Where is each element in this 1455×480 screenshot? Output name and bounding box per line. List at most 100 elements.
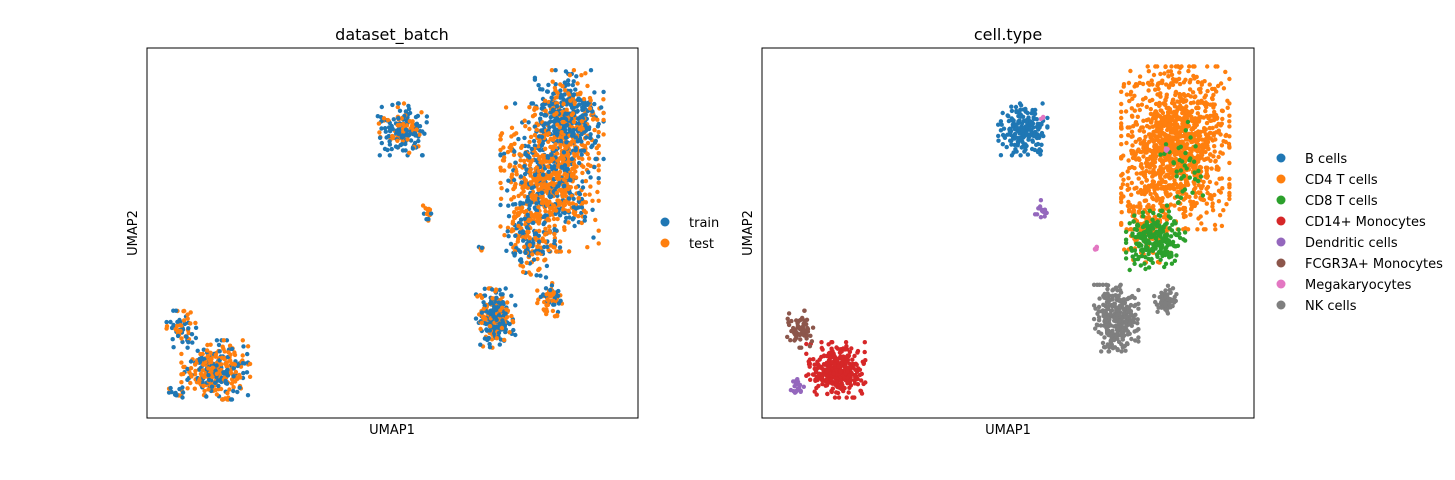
scatter-point xyxy=(1227,145,1232,150)
scatter-point xyxy=(198,358,203,364)
scatter-point xyxy=(1097,282,1102,287)
scatter-point xyxy=(534,127,539,132)
scatter-point xyxy=(515,211,521,216)
scatter-point xyxy=(1198,100,1203,105)
scatter-point xyxy=(540,153,545,158)
scatter-point xyxy=(548,287,553,293)
scatter-point xyxy=(580,156,585,162)
scatter-point xyxy=(1025,110,1030,116)
scatter-point xyxy=(535,300,540,306)
scatter-point xyxy=(1175,194,1180,199)
scatter-point xyxy=(557,213,563,218)
scatter-point xyxy=(601,117,606,123)
scatter-point xyxy=(1110,293,1115,298)
scatter-point xyxy=(558,88,563,93)
scatter-point xyxy=(1200,193,1206,198)
scatter-point xyxy=(498,196,504,201)
scatter-point xyxy=(496,330,502,336)
scatter-point xyxy=(1143,255,1148,260)
x-axis-label: UMAP1 xyxy=(985,423,1031,438)
scatter-point xyxy=(1122,297,1127,302)
scatter-point xyxy=(582,214,588,220)
scatter-point xyxy=(1028,119,1033,124)
scatter-point xyxy=(1182,238,1188,243)
scatter-point xyxy=(504,307,509,312)
scatter-point xyxy=(232,350,237,355)
scatter-point xyxy=(1114,312,1120,317)
scatter-point xyxy=(1102,314,1108,319)
legend-marker xyxy=(1276,174,1286,184)
scatter-point xyxy=(552,245,557,250)
scatter-point xyxy=(189,332,195,337)
scatter-point xyxy=(1172,203,1177,208)
scatter-point xyxy=(567,73,573,78)
scatter-point xyxy=(214,363,219,368)
scatter-point xyxy=(1019,136,1024,142)
scatter-point xyxy=(181,318,187,323)
scatter-point xyxy=(526,120,531,125)
scatter-point xyxy=(571,196,576,201)
scatter-point xyxy=(1105,291,1110,296)
scatter-point xyxy=(1155,309,1160,314)
scatter-point xyxy=(1218,190,1224,195)
scatter-point xyxy=(181,364,186,370)
scatter-point xyxy=(546,82,551,88)
scatter-point xyxy=(185,366,190,372)
scatter-point xyxy=(562,171,567,176)
scatter-point xyxy=(1189,139,1194,145)
scatter-point xyxy=(414,122,419,127)
scatter-point xyxy=(1149,78,1154,83)
scatter-point xyxy=(475,294,480,299)
scatter-point xyxy=(525,229,530,234)
scatter-point xyxy=(1198,165,1204,170)
scatter-point xyxy=(522,244,527,250)
scatter-point xyxy=(577,137,582,142)
scatter-point xyxy=(544,89,550,94)
scatter-point xyxy=(551,216,557,222)
scatter-point xyxy=(184,334,189,340)
scatter-point xyxy=(377,135,383,140)
scatter-point xyxy=(1169,261,1175,266)
scatter-point xyxy=(543,98,548,104)
scatter-point xyxy=(594,156,599,162)
scatter-point xyxy=(1189,127,1194,132)
scatter-point xyxy=(1175,200,1181,205)
scatter-point xyxy=(231,365,236,371)
scatter-point xyxy=(1136,287,1141,293)
legend-label: test xyxy=(689,237,714,252)
scatter-point xyxy=(1160,239,1165,244)
scatter-point xyxy=(551,91,556,97)
scatter-point xyxy=(576,190,582,196)
scatter-point xyxy=(589,144,594,150)
scatter-point xyxy=(1197,143,1203,148)
scatter-point xyxy=(541,177,546,182)
scatter-point xyxy=(1189,202,1194,207)
scatter-point xyxy=(1178,117,1184,122)
scatter-point xyxy=(596,134,601,139)
scatter-point xyxy=(1130,254,1135,259)
scatter-point xyxy=(554,115,559,121)
scatter-point xyxy=(836,395,842,400)
scatter-point xyxy=(506,234,511,239)
scatter-point xyxy=(1135,317,1140,322)
scatter-point xyxy=(582,218,587,223)
scatter-point xyxy=(238,375,243,380)
scatter-point xyxy=(400,148,406,153)
scatter-point xyxy=(586,156,592,161)
scatter-point xyxy=(834,345,839,350)
scatter-point xyxy=(584,135,589,140)
scatter-point xyxy=(1178,140,1183,145)
scatter-point xyxy=(1114,332,1120,337)
scatter-point xyxy=(185,316,190,321)
scatter-point xyxy=(513,303,518,308)
scatter-point xyxy=(1134,227,1140,233)
scatter-point xyxy=(538,87,543,92)
scatter-point xyxy=(401,121,406,127)
scatter-point xyxy=(503,286,508,291)
scatter-point xyxy=(540,102,545,108)
scatter-point xyxy=(542,308,547,313)
scatter-point xyxy=(241,344,246,349)
scatter-point xyxy=(1192,170,1197,175)
scatter-point xyxy=(554,110,559,116)
scatter-point xyxy=(509,125,515,130)
